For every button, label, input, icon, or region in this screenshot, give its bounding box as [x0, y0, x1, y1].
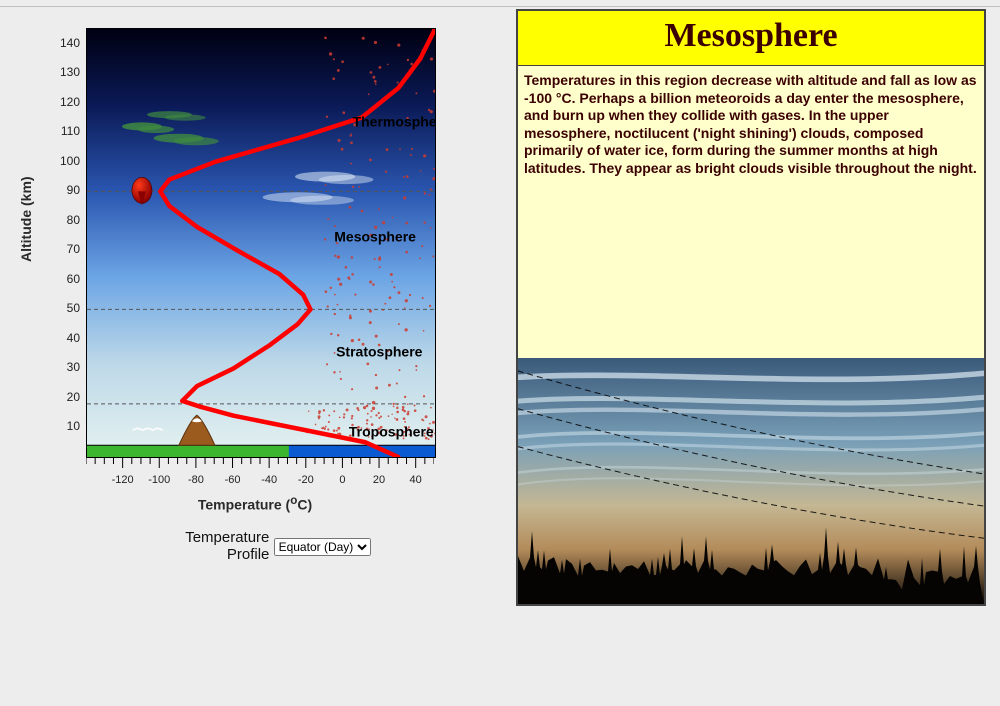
x-tick-label: -120	[112, 474, 134, 486]
y-tick-label: 80	[50, 213, 80, 227]
svg-text:Troposphere: Troposphere	[349, 423, 434, 439]
y-tick-label: 110	[50, 124, 80, 138]
svg-text:Thermosphere: Thermosphere	[353, 113, 435, 129]
info-body: Temperatures in this region decrease wit…	[518, 66, 984, 358]
x-tick-label: -40	[261, 474, 277, 486]
x-tick-label: 20	[373, 474, 385, 486]
profile-select-row: Temperature Profile Equator (Day)	[120, 530, 420, 563]
top-divider	[0, 6, 1000, 7]
x-tick-marks	[86, 458, 434, 472]
x-tick-label: 40	[410, 474, 422, 486]
y-tick-label: 10	[50, 419, 80, 433]
y-tick-label: 70	[50, 242, 80, 256]
y-tick-label: 60	[50, 272, 80, 286]
x-axis-label: Temperature (oC)	[30, 494, 480, 513]
y-tick-label: 130	[50, 65, 80, 79]
svg-text:Mesosphere: Mesosphere	[334, 229, 416, 245]
noctilucent-photo	[518, 358, 984, 604]
info-panel: Mesosphere Temperatures in this region d…	[516, 9, 986, 606]
x-ticks: -120 -100 -80 -60 -40 -20 0 20 40	[86, 458, 434, 492]
y-tick-label: 40	[50, 331, 80, 345]
x-tick-label: 0	[339, 474, 345, 486]
y-axis-label: Altitude (km)	[18, 176, 34, 262]
x-tick-label: -80	[188, 474, 204, 486]
y-tick-label: 120	[50, 95, 80, 109]
x-tick-label: -100	[148, 474, 170, 486]
plot-svg: Thermosphere Mesosphere Stratosphere Tropos…	[87, 29, 435, 457]
profile-select-label: Temperature Profile	[169, 530, 269, 563]
x-tick-label: -60	[225, 474, 241, 486]
y-tick-label: 20	[50, 390, 80, 404]
y-tick-label: 50	[50, 301, 80, 315]
svg-text:Stratosphere: Stratosphere	[336, 344, 423, 360]
info-title: Mesosphere	[518, 11, 984, 66]
x-tick-label: -20	[298, 474, 314, 486]
plot-area[interactable]: Thermosphere Mesosphere Stratosphere Tropos…	[86, 28, 436, 458]
y-tick-label: 30	[50, 360, 80, 374]
y-tick-label: 140	[50, 36, 80, 50]
y-tick-label: 100	[50, 154, 80, 168]
y-tick-label: 90	[50, 183, 80, 197]
profile-select[interactable]: Equator (Day)	[274, 538, 371, 556]
